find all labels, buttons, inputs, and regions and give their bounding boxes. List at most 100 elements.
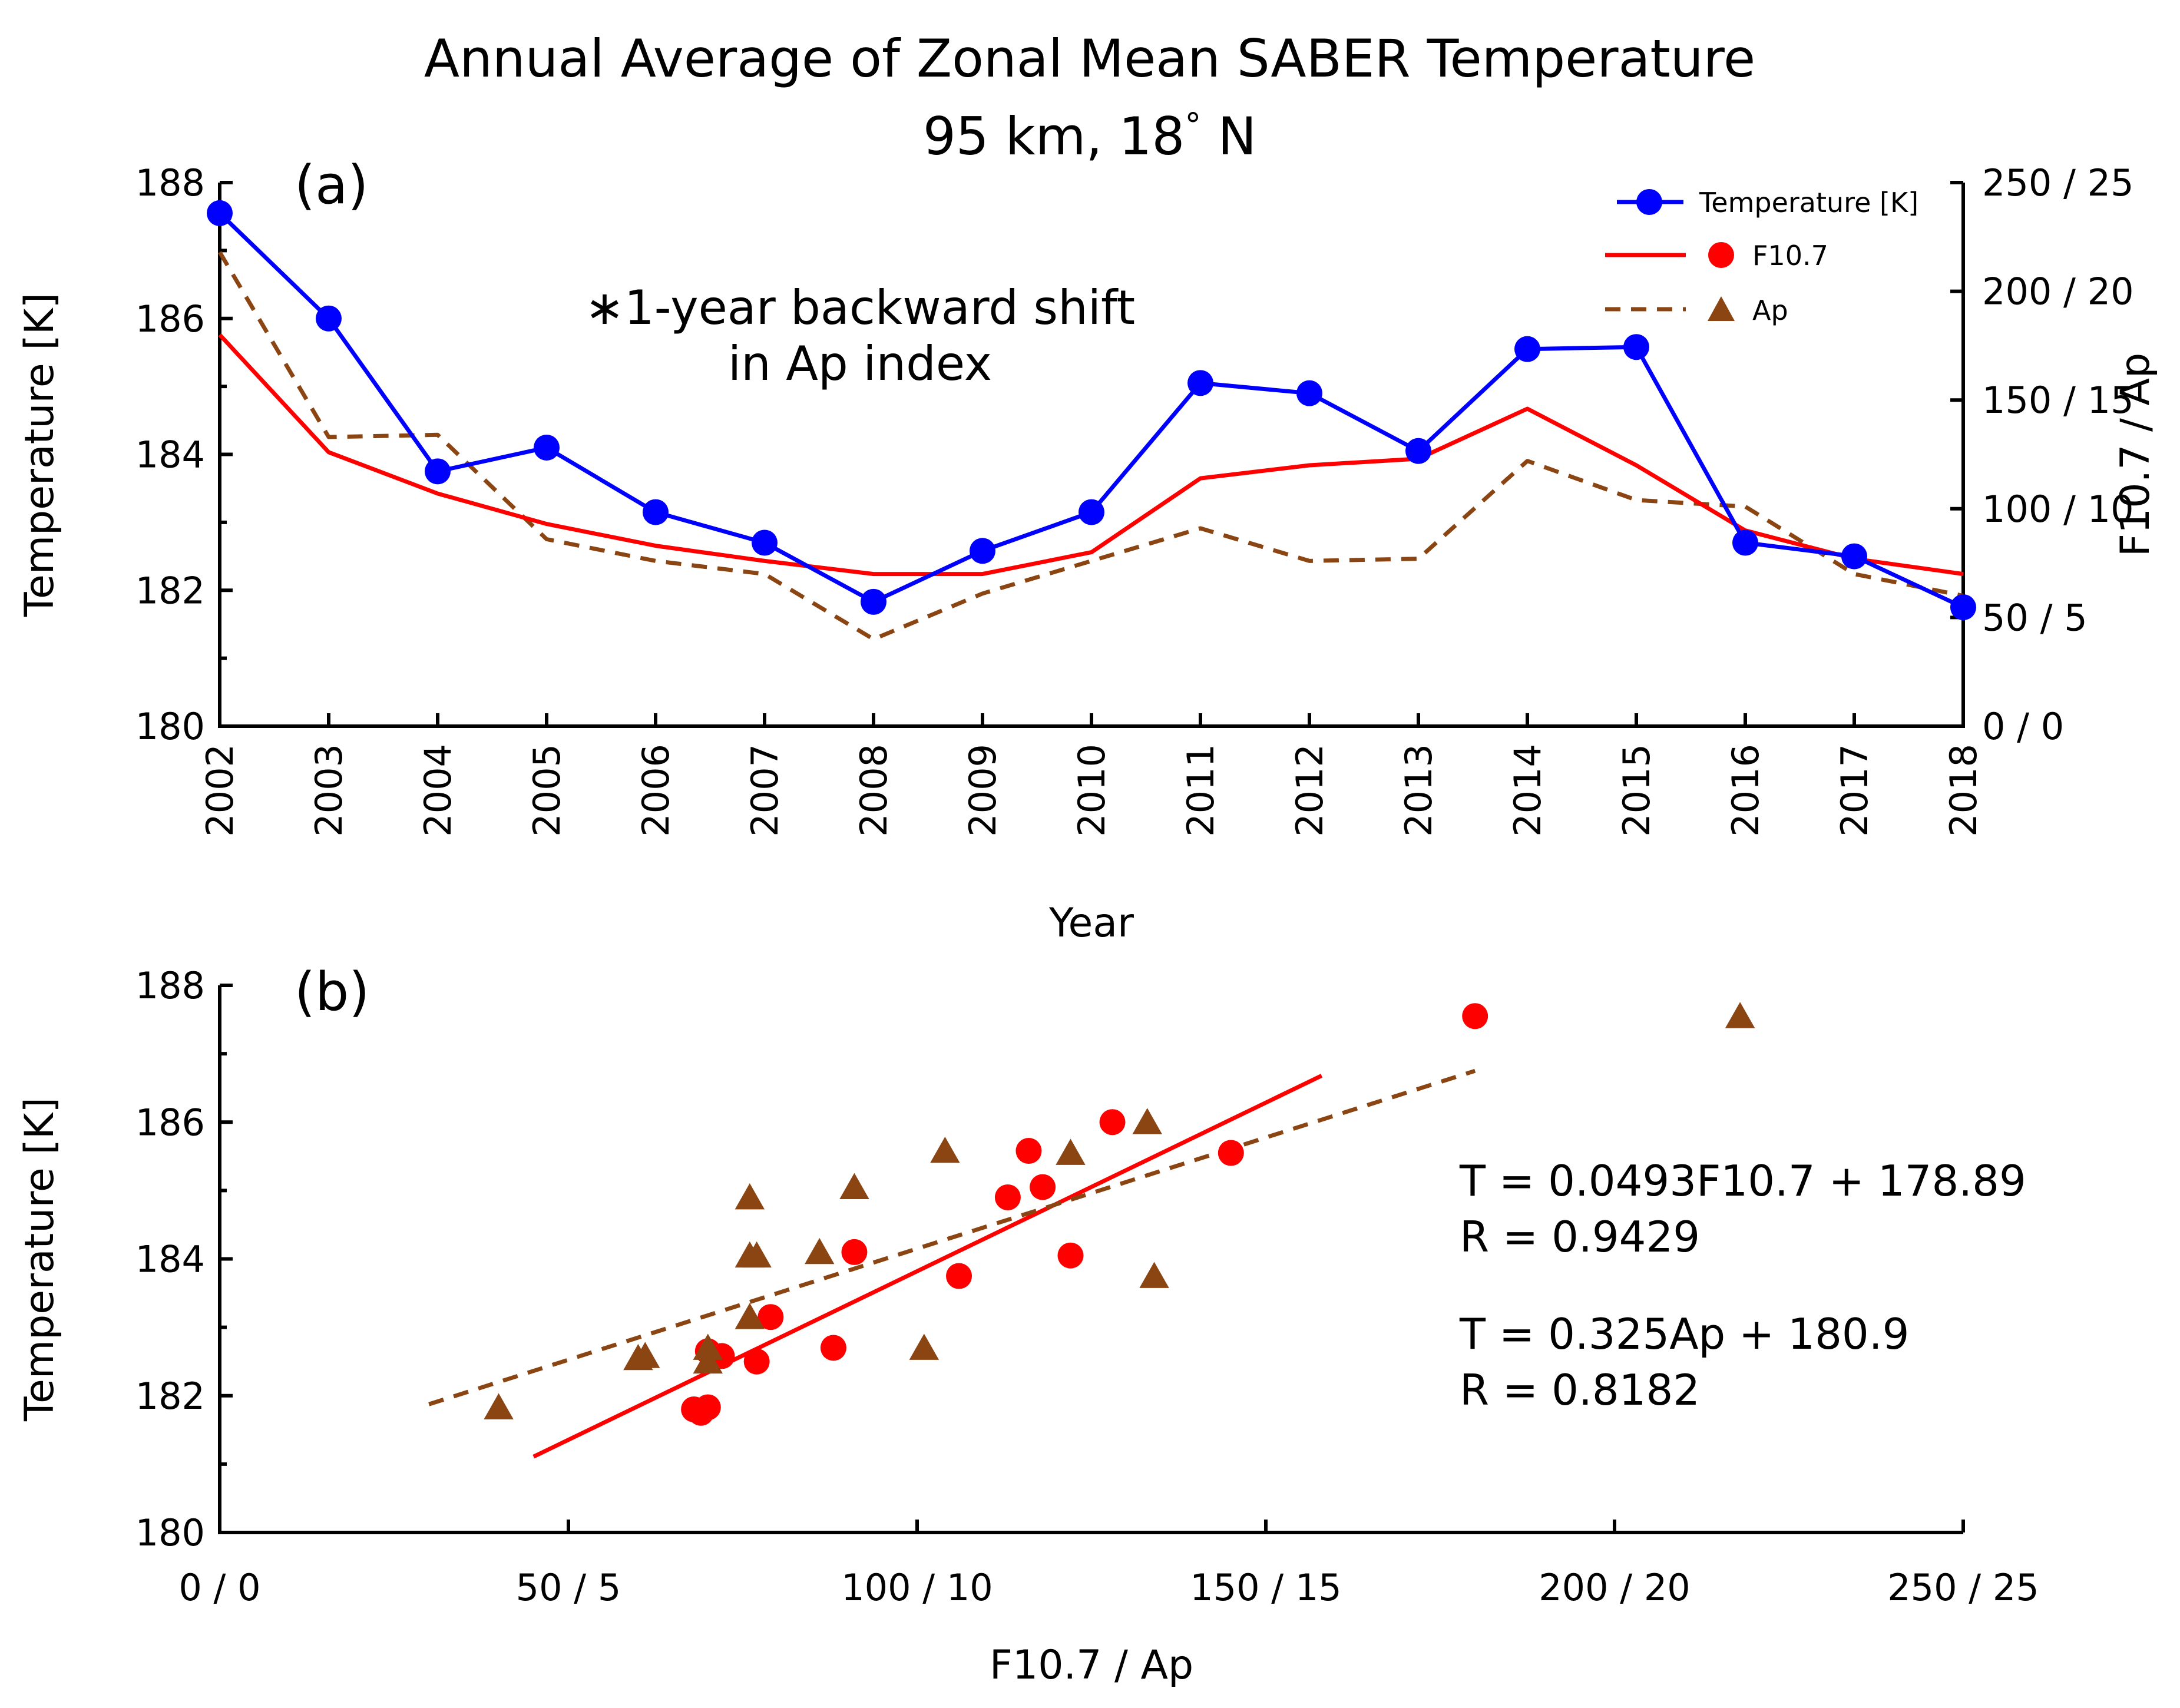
scatter-ap-point	[805, 1237, 835, 1265]
panel-a-xtick-label: 2012	[1288, 744, 1331, 837]
panel-b-xtick-label: 250 / 25	[1887, 1566, 2039, 1609]
series-f10-7-line	[218, 333, 1964, 577]
scatter-ap-point	[693, 1333, 723, 1360]
panel-a-xtick-label: 2014	[1506, 744, 1549, 837]
temperature-point	[534, 434, 560, 461]
panel-a-right-ytick-label: 250 / 25	[1982, 161, 2134, 204]
scatter-f107-point	[820, 1335, 846, 1361]
panel-a-xtick-label: 2003	[307, 744, 350, 837]
panel-b-xlabel: F10.7 / Ap	[990, 1642, 1193, 1689]
panel-a-xtick-label: 2017	[1833, 744, 1876, 837]
series-temperature-k--line	[218, 211, 1964, 610]
scatter-f107-point	[1015, 1138, 1042, 1164]
annotation-line1: ∗1-year backward shift	[585, 280, 1135, 335]
scatter-ap-point	[623, 1343, 653, 1371]
panel-a-xtick-label: 2002	[199, 744, 242, 837]
scatter-ap-point	[735, 1183, 765, 1210]
legend-temperature-swatch-marker	[1636, 189, 1662, 215]
equation-f107: T = 0.0493F10.7 + 178.89	[1459, 1156, 2026, 1206]
scatter-ap-point	[1139, 1262, 1169, 1288]
chart-title-line2-left: 95 km, 18	[923, 106, 1185, 167]
panel-a-right-ytick-label: 0 / 0	[1982, 705, 2064, 748]
scatter-ap-point	[693, 1347, 723, 1374]
legend-ap-label: Ap	[1752, 294, 1788, 326]
panel-b-xtick-label: 50 / 5	[516, 1566, 621, 1609]
temperature-point	[1405, 438, 1431, 464]
temperature-point	[1296, 380, 1322, 406]
panel-b-ticks: 0 / 0 50 / 5 100 / 10 150 / 15 200 / 20 250 /…	[135, 964, 2039, 1609]
temperature-point	[207, 200, 233, 226]
temperature-point	[970, 538, 995, 564]
scatter-f107-point	[1462, 1003, 1488, 1030]
panel-a-label: (a)	[295, 154, 368, 216]
panel-a-ytick-label: 188	[135, 161, 205, 204]
temperature-point	[861, 588, 886, 615]
scatter-f107-point	[1099, 1109, 1126, 1136]
scatter-f107-point	[687, 1399, 714, 1426]
correlation-f107: R = 0.9429	[1460, 1212, 1700, 1262]
chart-title-line2: 95 km, 18° N	[923, 106, 1256, 167]
panel-b-label: (b)	[295, 961, 369, 1023]
scatter-f107-point	[994, 1184, 1021, 1210]
panel-b-ytick-label: 186	[135, 1101, 205, 1144]
temperature-point	[1732, 529, 1758, 556]
panel-b-ytick-label: 188	[135, 964, 205, 1007]
panel-a-ytick-label: 186	[135, 297, 205, 340]
scatter-ap-point	[930, 1137, 960, 1163]
panel-b-axes	[218, 985, 1963, 1534]
panel-a-xlabel: Year	[1048, 900, 1134, 946]
panel-a-xtick-label: 2015	[1615, 744, 1658, 837]
panel-a-right-ytick-label: 150 / 15	[1982, 379, 2134, 422]
temperature-point	[1841, 543, 1867, 570]
panel-b: (b) 0 / 0 50 / 5 100 / 10 150 / 15 200 / 20 2…	[16, 961, 2039, 1689]
legend-ap-swatch-marker	[1708, 296, 1735, 321]
panel-b-ytick-label: 180	[135, 1511, 205, 1554]
scatter-f107-point	[1218, 1140, 1244, 1166]
panel-b-ylabel: Temperature [K]	[16, 1097, 63, 1422]
equation-ap: T = 0.325Ap + 180.9	[1459, 1309, 1909, 1359]
panel-a-xtick-label: 2008	[852, 744, 895, 837]
scatter-f107-point	[946, 1263, 972, 1289]
panel-b-ytick-label: 182	[135, 1375, 205, 1418]
temperature-point	[1187, 370, 1213, 396]
panel-a-xtick-label: 2004	[416, 744, 459, 837]
panel-b-xtick-label: 100 / 10	[841, 1566, 993, 1609]
panel-a-axes	[218, 183, 1965, 728]
panel-a-ylabel: Temperature [K]	[16, 293, 63, 617]
panel-b-fits	[428, 1068, 1476, 1459]
chart-title-line2-right: N	[1201, 106, 1256, 167]
chart-title-line1: Annual Average of Zonal Mean SABER Tempe…	[424, 28, 1755, 89]
scatter-ap-point	[909, 1333, 940, 1360]
scatter-f107-point	[1030, 1174, 1056, 1200]
panel-a-xtick-label: 2009	[961, 744, 1004, 837]
annotation-line2: in Ap index	[728, 336, 992, 391]
panel-b-points	[484, 1002, 1755, 1426]
scatter-ap-point	[735, 1303, 765, 1329]
panel-b-xtick-label: 200 / 20	[1539, 1566, 1691, 1609]
temperature-point	[1079, 499, 1104, 525]
scatter-ap-point	[839, 1173, 869, 1199]
panel-a: (a) 2002 2003 2004 2005 2006 2007 2008 2009 2010…	[16, 154, 2159, 946]
panel-a-ytick-label: 182	[135, 569, 205, 612]
panel-b-xtick-label: 150 / 15	[1190, 1566, 1342, 1609]
scatter-ap-point	[1056, 1138, 1086, 1165]
scatter-ap-point	[742, 1241, 772, 1268]
temperature-point	[1514, 336, 1540, 362]
scatter-f107-point	[743, 1348, 770, 1375]
panel-a-ytick-label: 180	[135, 705, 205, 748]
series-ap-line	[217, 251, 1964, 641]
panel-a-right-ytick-label: 100 / 10	[1982, 488, 2134, 531]
temperature-point	[1950, 594, 1976, 621]
panel-a-xtick-label: 2005	[525, 744, 568, 837]
scatter-f107-point	[757, 1304, 784, 1330]
panel-b-ytick-label: 184	[135, 1238, 205, 1281]
panel-a-xtick-label: 2006	[634, 744, 677, 837]
temperature-point	[425, 458, 451, 485]
panel-a-xtick-label: 2010	[1070, 744, 1113, 837]
f10-7-fit-line	[532, 1074, 1323, 1459]
degree-symbol: °	[1185, 107, 1201, 145]
panel-a-xtick-label: 2007	[743, 744, 786, 837]
legend-f107-swatch-marker	[1708, 242, 1734, 268]
temperature-point	[643, 499, 669, 525]
